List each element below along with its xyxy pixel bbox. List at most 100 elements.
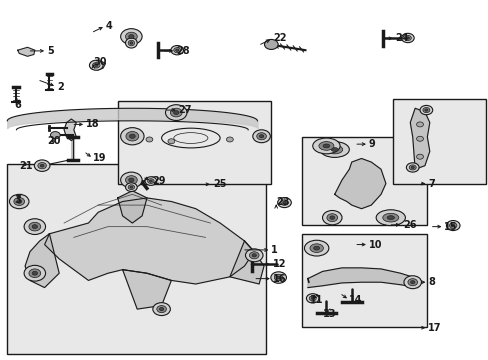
Ellipse shape — [128, 178, 134, 182]
Polygon shape — [334, 158, 385, 209]
Ellipse shape — [249, 252, 259, 259]
Text: 25: 25 — [212, 179, 226, 189]
Ellipse shape — [170, 108, 182, 117]
Ellipse shape — [129, 134, 135, 138]
Ellipse shape — [32, 271, 38, 275]
Text: 26: 26 — [402, 220, 416, 230]
Ellipse shape — [446, 221, 459, 230]
Ellipse shape — [410, 166, 413, 168]
Text: 27: 27 — [178, 105, 192, 115]
Ellipse shape — [159, 307, 163, 311]
Ellipse shape — [149, 180, 152, 182]
Ellipse shape — [422, 108, 429, 113]
Text: 18: 18 — [86, 120, 100, 129]
Polygon shape — [409, 108, 429, 169]
Circle shape — [416, 154, 423, 159]
Ellipse shape — [128, 35, 134, 39]
Ellipse shape — [310, 297, 314, 300]
Text: 13: 13 — [322, 310, 335, 319]
Text: 21: 21 — [19, 161, 33, 171]
Ellipse shape — [92, 63, 100, 68]
Ellipse shape — [245, 249, 263, 262]
Ellipse shape — [94, 64, 98, 67]
Ellipse shape — [270, 272, 286, 283]
Text: 15: 15 — [444, 222, 457, 231]
Ellipse shape — [375, 210, 405, 226]
Ellipse shape — [161, 128, 220, 148]
Ellipse shape — [407, 279, 417, 286]
Ellipse shape — [89, 60, 103, 70]
Text: 28: 28 — [176, 46, 189, 56]
Text: 29: 29 — [152, 176, 165, 186]
Polygon shape — [64, 119, 76, 140]
Text: 30: 30 — [93, 57, 106, 67]
Text: 23: 23 — [276, 197, 289, 207]
Circle shape — [167, 139, 174, 144]
Ellipse shape — [24, 265, 45, 281]
Text: 16: 16 — [272, 274, 285, 284]
Ellipse shape — [306, 294, 319, 303]
Bar — [6, 164, 266, 354]
Polygon shape — [25, 234, 59, 288]
Ellipse shape — [448, 223, 456, 228]
Ellipse shape — [157, 306, 166, 312]
Ellipse shape — [40, 164, 44, 167]
Ellipse shape — [274, 274, 283, 281]
Ellipse shape — [121, 29, 142, 44]
Ellipse shape — [125, 38, 137, 48]
Text: 1: 1 — [271, 245, 278, 255]
Ellipse shape — [403, 276, 421, 289]
Ellipse shape — [323, 144, 329, 148]
Text: 9: 9 — [368, 139, 375, 149]
Ellipse shape — [175, 49, 179, 51]
Ellipse shape — [382, 213, 398, 222]
Bar — [302, 137, 427, 225]
Circle shape — [146, 137, 153, 142]
Ellipse shape — [326, 214, 337, 222]
Ellipse shape — [9, 194, 29, 209]
Ellipse shape — [125, 32, 137, 41]
Ellipse shape — [320, 141, 348, 157]
Ellipse shape — [32, 225, 38, 229]
Text: 17: 17 — [427, 323, 441, 333]
Ellipse shape — [121, 128, 144, 145]
Ellipse shape — [419, 105, 432, 115]
Ellipse shape — [312, 138, 339, 154]
Ellipse shape — [277, 198, 291, 208]
Polygon shape — [229, 241, 264, 284]
Ellipse shape — [406, 37, 408, 39]
Ellipse shape — [408, 165, 415, 170]
Ellipse shape — [308, 296, 316, 301]
Ellipse shape — [386, 216, 394, 220]
Ellipse shape — [282, 201, 285, 204]
Ellipse shape — [401, 33, 413, 42]
Ellipse shape — [252, 130, 270, 143]
Ellipse shape — [318, 141, 333, 150]
Text: 11: 11 — [310, 295, 323, 305]
Ellipse shape — [125, 131, 139, 141]
Ellipse shape — [24, 219, 45, 234]
Ellipse shape — [404, 35, 410, 41]
Bar — [302, 234, 427, 327]
Ellipse shape — [259, 135, 263, 138]
Text: 14: 14 — [348, 295, 362, 305]
Ellipse shape — [145, 177, 157, 185]
Ellipse shape — [173, 48, 181, 53]
Ellipse shape — [410, 280, 414, 284]
Polygon shape — [118, 191, 147, 223]
Ellipse shape — [121, 172, 142, 188]
Ellipse shape — [170, 45, 183, 55]
Circle shape — [416, 136, 423, 141]
Polygon shape — [90, 61, 105, 70]
Text: 24: 24 — [395, 33, 408, 43]
Ellipse shape — [130, 186, 133, 188]
Ellipse shape — [128, 185, 134, 189]
Circle shape — [226, 137, 233, 142]
Ellipse shape — [125, 176, 137, 184]
Ellipse shape — [450, 224, 454, 227]
Circle shape — [50, 132, 60, 139]
Polygon shape — [18, 47, 35, 56]
Ellipse shape — [276, 276, 280, 279]
Polygon shape — [44, 198, 254, 284]
Ellipse shape — [406, 163, 418, 172]
